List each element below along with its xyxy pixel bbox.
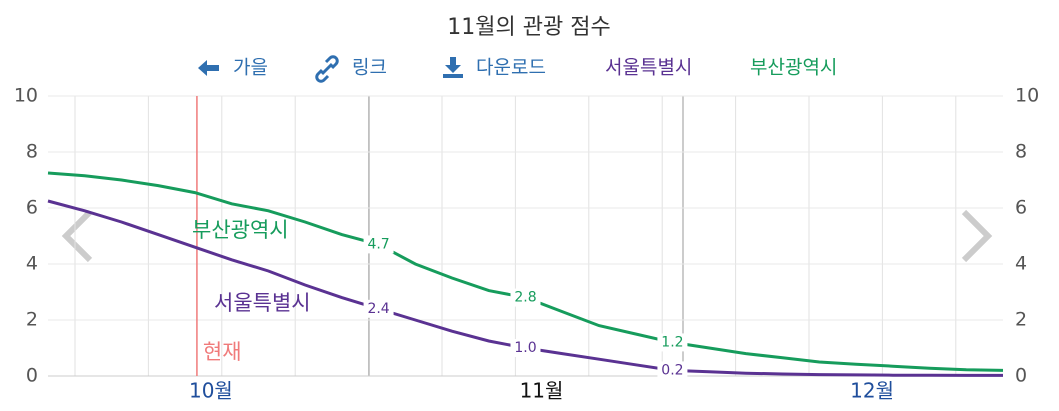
y-tick-label: 0 [26,365,38,387]
chart-title: 11월의 관광 점수 [447,15,610,40]
y2-tick-label: 0 [1015,365,1027,387]
label-bg [363,299,394,318]
y-tick-label: 2 [26,309,38,331]
y2-tick-label: 10 [1015,85,1039,107]
y-tick-label: 10 [14,85,38,107]
label-bg [363,235,394,254]
label-bg [510,339,541,357]
label-bg [510,288,541,307]
link-button[interactable]: 링크 [315,55,387,83]
legend-label: 서울특별시 [605,57,692,79]
y-tick-label: 4 [26,253,38,275]
current-annotation: 현재 [203,340,242,364]
link-label: 링크 [352,57,387,79]
data-label: 1.0 [514,340,536,356]
data-label: 0.2 [661,362,683,378]
y2-tick-label: 6 [1015,197,1027,219]
link-icon [315,55,339,83]
x-tick-label: 12월 [850,379,894,403]
label-bg [657,333,688,352]
data-label: 1.2 [661,334,683,350]
back-label: 가을 [233,57,268,79]
download-button[interactable]: 다운로드 [443,57,546,79]
legend-item[interactable]: 부산광역시 [750,57,837,79]
y2-tick-label: 4 [1015,253,1027,275]
x-tick-label: 11월 [520,379,564,403]
back-icon [198,60,219,76]
data-label: 2.4 [367,301,389,317]
label-bg [657,361,688,380]
y-tick-label: 8 [26,141,38,163]
series-name-label: 서울특별시 [214,291,311,315]
y-tick-label: 6 [26,197,38,219]
data-label: 2.8 [514,290,536,306]
back-button[interactable]: 가을 [198,57,268,79]
prev-arrow[interactable] [61,209,93,263]
next-arrow[interactable] [961,209,993,263]
download-icon [443,57,463,78]
y2-tick-label: 8 [1015,141,1027,163]
legend-label: 부산광역시 [750,57,837,79]
data-label: 4.7 [367,236,389,252]
series-name-label: 부산광역시 [192,218,289,242]
y2-tick-label: 2 [1015,309,1027,331]
legend-item[interactable]: 서울특별시 [605,57,692,79]
x-tick-label: 10월 [189,379,233,403]
download-label: 다운로드 [476,57,546,79]
